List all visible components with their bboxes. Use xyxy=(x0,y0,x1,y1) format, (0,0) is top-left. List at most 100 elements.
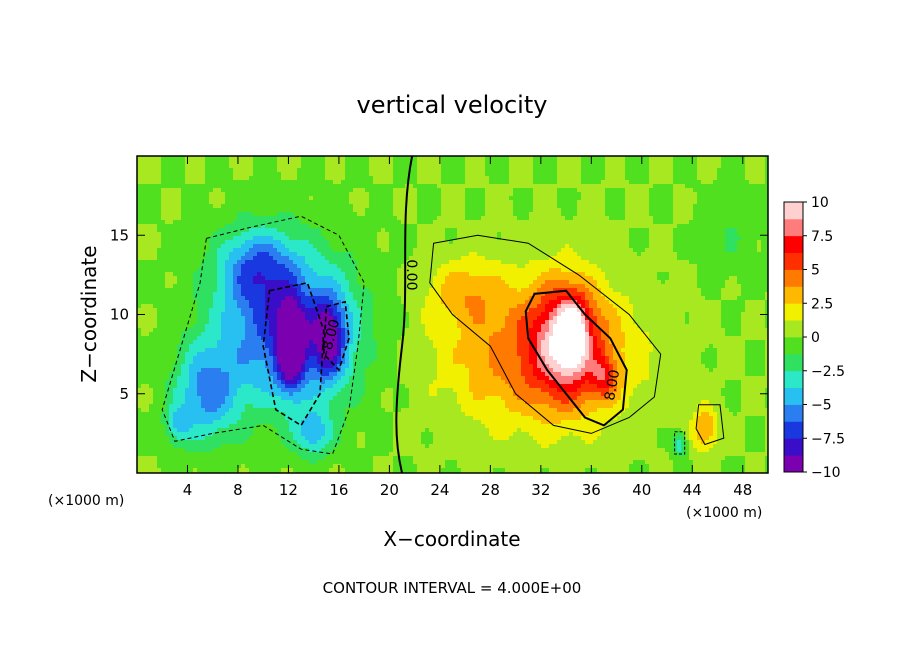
field-cell xyxy=(529,204,534,209)
field-cell xyxy=(493,164,498,169)
field-cell xyxy=(345,220,350,225)
field-cell xyxy=(289,220,294,225)
field-cell xyxy=(325,176,330,181)
field-cell xyxy=(245,224,250,229)
field-cell xyxy=(409,276,414,281)
field-cell xyxy=(445,276,450,281)
field-cell xyxy=(269,200,274,205)
field-cell xyxy=(597,240,602,245)
field-cell xyxy=(485,192,490,197)
field-cell xyxy=(757,220,762,225)
field-cell xyxy=(477,264,482,269)
field-cell xyxy=(297,176,302,181)
field-cell xyxy=(401,180,406,185)
field-cell xyxy=(557,256,562,261)
field-cell xyxy=(701,204,706,209)
field-cell xyxy=(713,160,718,165)
field-cell xyxy=(445,184,450,189)
field-cell xyxy=(565,248,570,253)
field-cell xyxy=(605,156,610,161)
field-cell xyxy=(701,188,706,193)
field-cell xyxy=(753,176,758,181)
field-cell xyxy=(229,268,234,273)
field-cell xyxy=(357,208,362,213)
field-cell xyxy=(385,236,390,241)
field-cell xyxy=(305,232,310,237)
field-cell xyxy=(713,232,718,237)
field-cell xyxy=(409,224,414,229)
field-cell xyxy=(553,176,558,181)
field-cell xyxy=(305,216,310,221)
field-cell xyxy=(433,208,438,213)
field-cell xyxy=(313,176,318,181)
field-cell xyxy=(481,220,486,225)
field-cell xyxy=(765,192,769,197)
field-cell xyxy=(733,192,738,197)
field-cell xyxy=(713,260,718,265)
field-cell xyxy=(365,256,370,261)
field-cell xyxy=(533,196,538,201)
field-cell xyxy=(137,272,142,277)
field-cell xyxy=(201,244,206,249)
field-cell xyxy=(641,240,646,245)
field-cell xyxy=(325,180,330,185)
field-cell xyxy=(405,236,410,241)
field-cell xyxy=(673,228,678,233)
field-cell xyxy=(137,184,142,189)
field-cell xyxy=(361,160,366,165)
field-cell xyxy=(733,204,738,209)
field-cell xyxy=(641,268,646,273)
field-cell xyxy=(481,228,486,233)
field-cell xyxy=(401,200,406,205)
field-cell xyxy=(557,172,562,177)
field-cell xyxy=(717,252,722,257)
field-cell xyxy=(229,280,234,285)
field-cell xyxy=(261,276,266,281)
field-cell xyxy=(277,264,282,269)
field-cell xyxy=(397,220,402,225)
field-cell xyxy=(717,232,722,237)
field-cell xyxy=(325,204,330,209)
field-cell xyxy=(557,192,562,197)
field-cell xyxy=(409,168,414,173)
field-cell xyxy=(365,232,370,237)
field-cell xyxy=(181,260,186,265)
field-cell xyxy=(265,192,270,197)
field-cell xyxy=(597,252,602,257)
field-cell xyxy=(561,216,566,221)
field-cell xyxy=(461,192,466,197)
field-cell xyxy=(577,168,582,173)
field-cell xyxy=(265,244,270,249)
field-cell xyxy=(193,188,198,193)
field-cell xyxy=(161,244,166,249)
field-cell xyxy=(277,196,282,201)
field-cell xyxy=(741,256,746,261)
field-cell xyxy=(525,228,530,233)
field-cell xyxy=(733,216,738,221)
field-cell xyxy=(253,276,258,281)
field-cell xyxy=(229,216,234,221)
field-cell xyxy=(761,188,766,193)
field-cell xyxy=(321,216,326,221)
field-cell xyxy=(433,236,438,241)
field-cell xyxy=(685,188,690,193)
field-cell xyxy=(261,160,266,165)
field-cell xyxy=(585,264,590,269)
field-cell xyxy=(269,168,274,173)
field-cell xyxy=(473,188,478,193)
field-cell xyxy=(209,160,214,165)
field-cell xyxy=(537,176,542,181)
field-cell xyxy=(141,268,146,273)
field-cell xyxy=(309,272,314,277)
field-cell xyxy=(401,220,406,225)
field-cell xyxy=(745,204,750,209)
field-cell xyxy=(545,264,550,269)
field-cell xyxy=(445,208,450,213)
field-cell xyxy=(205,276,210,281)
field-cell xyxy=(325,212,330,217)
field-cell xyxy=(517,196,522,201)
field-cell xyxy=(625,220,630,225)
field-cell xyxy=(473,264,478,269)
field-cell xyxy=(137,188,142,193)
field-cell xyxy=(389,228,394,233)
